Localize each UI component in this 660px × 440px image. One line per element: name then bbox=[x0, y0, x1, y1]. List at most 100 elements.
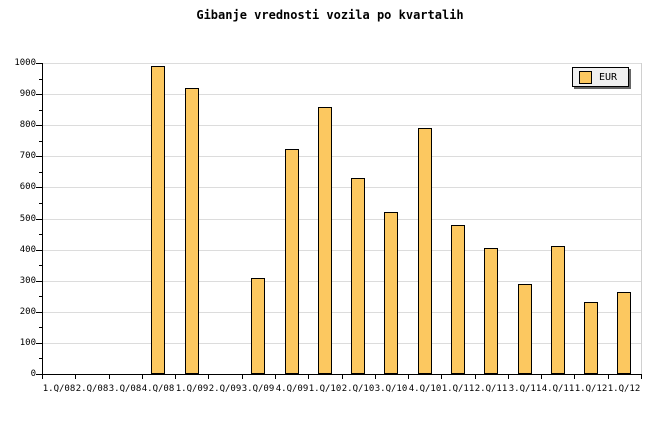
gridline bbox=[43, 125, 641, 126]
gridline bbox=[43, 250, 641, 251]
y-axis-tick-label: 800 bbox=[19, 120, 36, 130]
y-axis-minor-tick bbox=[39, 327, 42, 328]
y-axis-minor-tick bbox=[39, 265, 42, 266]
x-axis-tick-label: 1.Q/08 bbox=[42, 384, 76, 394]
x-axis-tick-label: 3.Q/11 bbox=[508, 384, 542, 394]
x-axis-tick bbox=[75, 375, 76, 379]
y-axis-minor-tick bbox=[39, 172, 42, 173]
x-axis-tick-label: 1.Q/10 bbox=[308, 384, 342, 394]
x-axis-tick bbox=[641, 375, 642, 379]
y-axis-tick-label: 300 bbox=[19, 276, 36, 286]
y-axis-major-tick bbox=[36, 374, 42, 375]
legend-color-swatch-icon bbox=[579, 70, 592, 84]
bar-2.Q/11 bbox=[484, 248, 498, 374]
x-axis-tick bbox=[275, 375, 276, 379]
x-axis-tick-label: 2.Q/09 bbox=[208, 384, 242, 394]
x-axis-tick-label: 3.Q/08 bbox=[108, 384, 142, 394]
x-axis-tick-label: 4.Q/08 bbox=[141, 384, 175, 394]
x-axis-tick-label: 2.Q/11 bbox=[474, 384, 508, 394]
gridline bbox=[43, 343, 641, 344]
x-axis-tick bbox=[541, 375, 542, 379]
bar-4.Q/08 bbox=[151, 66, 165, 374]
gridline bbox=[43, 187, 641, 188]
y-axis-major-tick bbox=[36, 250, 42, 251]
x-axis-tick bbox=[175, 375, 176, 379]
y-axis-major-tick bbox=[36, 94, 42, 95]
x-axis-tick bbox=[574, 375, 575, 379]
y-axis-minor-tick bbox=[39, 358, 42, 359]
y-axis-tick-label: 200 bbox=[19, 307, 36, 317]
y-axis-tick-label: 100 bbox=[19, 338, 36, 348]
x-axis-tick-label: 4.Q/11 bbox=[541, 384, 575, 394]
bar-1.Q/11 bbox=[451, 225, 465, 374]
y-axis-major-tick bbox=[36, 219, 42, 220]
y-axis-minor-tick bbox=[39, 79, 42, 80]
x-axis-tick-label: 1.Q/11 bbox=[441, 384, 475, 394]
gridline bbox=[43, 219, 641, 220]
x-axis-tick-label: 3.Q/09 bbox=[241, 384, 275, 394]
x-axis-tick bbox=[441, 375, 442, 379]
y-axis-tick-label: 0 bbox=[30, 369, 36, 379]
y-axis-major-tick bbox=[36, 187, 42, 188]
gridline bbox=[43, 94, 641, 95]
chart-title: Gibanje vrednosti vozila po kvartalih bbox=[196, 8, 464, 22]
bar-1.Q/12 bbox=[617, 292, 631, 374]
x-axis-tick bbox=[375, 375, 376, 379]
x-axis-tick bbox=[408, 375, 409, 379]
gridline bbox=[43, 281, 641, 282]
bar-1.Q/09 bbox=[185, 88, 199, 374]
legend-label: EUR bbox=[599, 71, 618, 83]
x-axis-tick bbox=[42, 375, 43, 379]
y-axis-minor-tick bbox=[39, 234, 42, 235]
x-axis-tick bbox=[242, 375, 243, 379]
bar-3.Q/09 bbox=[251, 278, 265, 374]
y-axis-major-tick bbox=[36, 312, 42, 313]
y-axis-minor-tick bbox=[39, 141, 42, 142]
bar-1.Q/12 bbox=[584, 302, 598, 374]
y-axis-tick-label: 700 bbox=[19, 151, 36, 161]
x-axis-tick bbox=[208, 375, 209, 379]
y-axis bbox=[42, 63, 43, 378]
bar-2.Q/10 bbox=[351, 178, 365, 374]
y-axis-tick-label: 900 bbox=[19, 89, 36, 99]
x-axis-tick-label: 4.Q/10 bbox=[408, 384, 442, 394]
legend: EUR bbox=[572, 67, 629, 87]
x-axis-tick bbox=[342, 375, 343, 379]
x-axis-tick bbox=[475, 375, 476, 379]
x-axis-tick bbox=[508, 375, 509, 379]
bar-4.Q/11 bbox=[551, 246, 565, 374]
y-axis-tick-label: 1000 bbox=[14, 58, 36, 68]
y-axis-tick-label: 400 bbox=[19, 245, 36, 255]
y-axis-tick-label: 600 bbox=[19, 182, 36, 192]
x-axis-tick bbox=[109, 375, 110, 379]
y-axis-tick-label: 500 bbox=[19, 214, 36, 224]
y-axis-major-tick bbox=[36, 281, 42, 282]
x-axis-tick-label: 1.Q/12 bbox=[574, 384, 608, 394]
y-axis-minor-tick bbox=[39, 203, 42, 204]
gridline bbox=[43, 63, 641, 64]
bar-4.Q/09 bbox=[285, 149, 299, 374]
gridline bbox=[43, 312, 641, 313]
x-axis-tick-label: 2.Q/10 bbox=[341, 384, 375, 394]
x-axis-tick bbox=[308, 375, 309, 379]
y-axis-major-tick bbox=[36, 343, 42, 344]
x-axis-tick bbox=[142, 375, 143, 379]
x-axis-tick-label: 3.Q/10 bbox=[374, 384, 408, 394]
plot-right-border bbox=[641, 63, 642, 374]
y-axis-minor-tick bbox=[39, 110, 42, 111]
gridline bbox=[43, 156, 641, 157]
bar-1.Q/10 bbox=[318, 107, 332, 374]
y-axis-major-tick bbox=[36, 156, 42, 157]
x-axis-tick bbox=[608, 375, 609, 379]
y-axis-major-tick bbox=[36, 63, 42, 64]
x-axis-tick-label: 1.Q/09 bbox=[175, 384, 209, 394]
y-axis-major-tick bbox=[36, 125, 42, 126]
x-axis-tick-label: 2.Q/08 bbox=[75, 384, 109, 394]
x-axis-tick-label: 1.Q/12 bbox=[607, 384, 641, 394]
bar-3.Q/10 bbox=[384, 212, 398, 374]
bar-3.Q/11 bbox=[518, 284, 532, 374]
y-axis-minor-tick bbox=[39, 296, 42, 297]
x-axis bbox=[42, 374, 642, 375]
